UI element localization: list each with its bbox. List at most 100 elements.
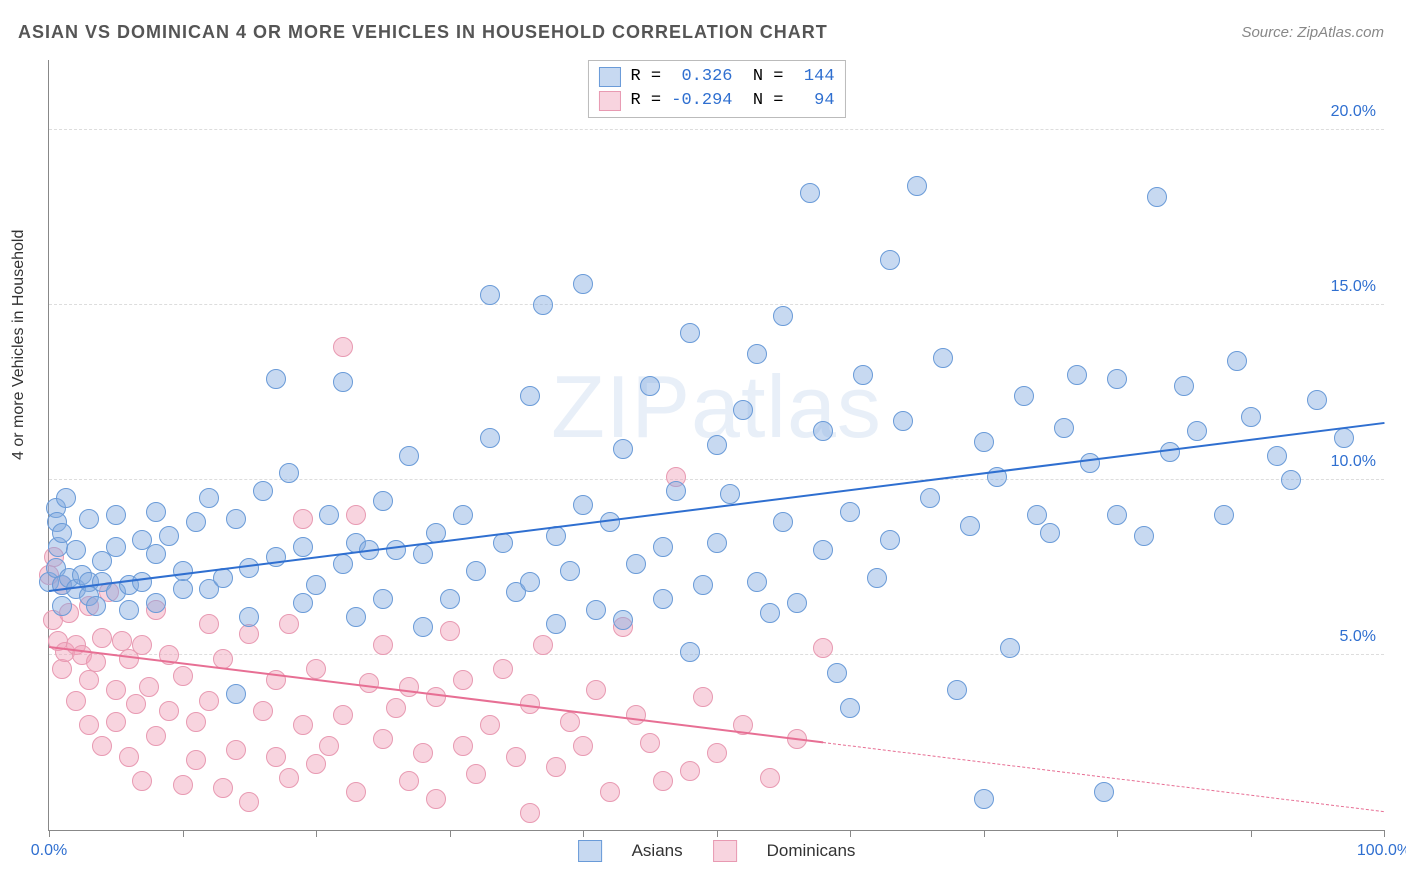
point-asians: [773, 306, 793, 326]
point-dominicans: [373, 729, 393, 749]
x-tick-mark: [450, 830, 451, 837]
gridline: [49, 304, 1384, 305]
point-asians: [920, 488, 940, 508]
point-asians: [239, 607, 259, 627]
point-dominicans: [253, 701, 273, 721]
point-asians: [1094, 782, 1114, 802]
x-tick-label: 0.0%: [31, 842, 67, 860]
point-asians: [733, 400, 753, 420]
point-asians: [893, 411, 913, 431]
point-asians: [947, 680, 967, 700]
point-dominicans: [213, 649, 233, 669]
point-asians: [520, 386, 540, 406]
point-asians: [453, 505, 473, 525]
legend: Asians Dominicans: [578, 840, 856, 862]
point-asians: [306, 575, 326, 595]
point-asians: [1027, 505, 1047, 525]
legend-label-asians: Asians: [632, 841, 683, 861]
point-asians: [413, 617, 433, 637]
point-dominicans: [586, 680, 606, 700]
y-tick-label: 15.0%: [1331, 278, 1376, 296]
point-dominicans: [159, 701, 179, 721]
point-dominicans: [426, 789, 446, 809]
point-dominicans: [266, 747, 286, 767]
point-asians: [119, 600, 139, 620]
point-dominicans: [707, 743, 727, 763]
point-asians: [974, 432, 994, 452]
point-asians: [960, 516, 980, 536]
point-asians: [680, 323, 700, 343]
x-tick-mark: [316, 830, 317, 837]
point-asians: [800, 183, 820, 203]
point-asians: [386, 540, 406, 560]
y-axis-label: 4 or more Vehicles in Household: [10, 230, 28, 460]
point-asians: [173, 579, 193, 599]
x-tick-label: 100.0%: [1357, 842, 1406, 860]
point-asians: [132, 572, 152, 592]
point-asians: [613, 610, 633, 630]
point-dominicans: [106, 712, 126, 732]
point-asians: [707, 533, 727, 553]
point-dominicans: [279, 614, 299, 634]
stats-row-dominicans: R = -0.294 N = 94: [598, 89, 834, 113]
x-tick-mark: [183, 830, 184, 837]
point-dominicans: [413, 743, 433, 763]
point-asians: [626, 554, 646, 574]
point-asians: [266, 369, 286, 389]
legend-swatch-asians-icon: [578, 840, 602, 862]
point-dominicans: [426, 687, 446, 707]
point-dominicans: [466, 764, 486, 784]
point-dominicans: [346, 782, 366, 802]
point-asians: [613, 439, 633, 459]
point-asians: [1174, 376, 1194, 396]
point-asians: [146, 544, 166, 564]
point-asians: [480, 428, 500, 448]
point-dominicans: [386, 698, 406, 718]
trendline-dominicans-dashed: [823, 742, 1384, 812]
point-asians: [413, 544, 433, 564]
point-asians: [1160, 442, 1180, 462]
point-asians: [493, 533, 513, 553]
x-tick-mark: [583, 830, 584, 837]
point-asians: [773, 512, 793, 532]
point-dominicans: [333, 337, 353, 357]
point-dominicans: [66, 691, 86, 711]
point-asians: [146, 593, 166, 613]
point-dominicans: [560, 712, 580, 732]
point-asians: [853, 365, 873, 385]
point-dominicans: [373, 635, 393, 655]
point-asians: [1241, 407, 1261, 427]
gridline: [49, 129, 1384, 130]
point-asians: [106, 537, 126, 557]
r-value-asians: 0.326: [681, 67, 732, 86]
point-asians: [1040, 523, 1060, 543]
point-asians: [1307, 390, 1327, 410]
point-dominicans: [293, 715, 313, 735]
point-asians: [840, 502, 860, 522]
point-dominicans: [226, 740, 246, 760]
point-dominicans: [453, 736, 473, 756]
legend-label-dominicans: Dominicans: [767, 841, 856, 861]
r-value-dominicans: -0.294: [671, 91, 732, 110]
point-asians: [693, 575, 713, 595]
point-asians: [520, 572, 540, 592]
point-asians: [146, 502, 166, 522]
point-dominicans: [293, 509, 313, 529]
point-asians: [199, 488, 219, 508]
point-asians: [533, 295, 553, 315]
point-asians: [1054, 418, 1074, 438]
point-dominicans: [132, 771, 152, 791]
x-tick-mark: [850, 830, 851, 837]
point-dominicans: [693, 687, 713, 707]
legend-swatch-dominicans-icon: [713, 840, 737, 862]
point-dominicans: [453, 670, 473, 690]
y-tick-label: 10.0%: [1331, 453, 1376, 471]
point-asians: [653, 537, 673, 557]
n-value-asians: 144: [804, 67, 835, 86]
point-dominicans: [186, 712, 206, 732]
point-dominicans: [52, 659, 72, 679]
point-asians: [880, 530, 900, 550]
point-asians: [480, 285, 500, 305]
point-asians: [399, 446, 419, 466]
point-asians: [573, 274, 593, 294]
